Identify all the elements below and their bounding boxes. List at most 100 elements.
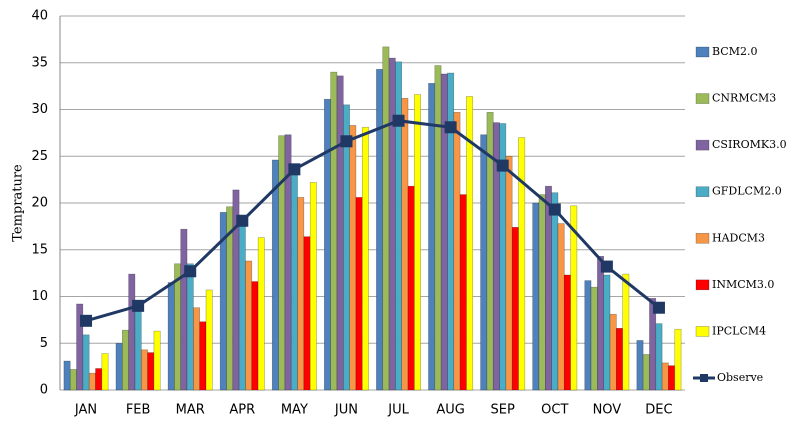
bar (505, 155, 513, 391)
bar (563, 274, 571, 391)
bar (95, 368, 103, 391)
bar (466, 96, 474, 391)
bar (82, 334, 90, 391)
bar (616, 327, 623, 391)
bar (428, 83, 436, 391)
bar (584, 280, 592, 391)
bar (395, 61, 403, 391)
line-marker (444, 121, 457, 134)
bar (115, 342, 123, 391)
y-tick-label: 35 (31, 55, 48, 70)
bar (622, 273, 630, 391)
bar (147, 352, 155, 391)
bar (336, 75, 344, 391)
bar (271, 159, 279, 391)
bar (330, 71, 338, 391)
bar (590, 286, 598, 391)
x-tick-label: AUG (436, 403, 464, 418)
bar (238, 218, 246, 391)
line (85, 119, 660, 323)
bar (597, 255, 605, 391)
bar (63, 360, 71, 391)
bar (69, 369, 77, 391)
legend-label: Observe (717, 371, 763, 384)
bar (205, 289, 213, 391)
x-tick-label: APR (229, 403, 255, 418)
bar (324, 98, 331, 391)
x-tick-label: MAY (281, 403, 308, 418)
bar (674, 328, 682, 391)
bar (603, 274, 611, 391)
bar (309, 182, 317, 391)
line-marker (80, 314, 93, 327)
bar (609, 313, 617, 391)
bar (414, 94, 421, 391)
y-tick-label: 10 (31, 289, 48, 304)
bar (167, 282, 175, 391)
bar (570, 205, 578, 391)
legend-swatch (695, 139, 710, 151)
bar (388, 57, 396, 391)
bar (642, 354, 650, 391)
bar (459, 194, 467, 391)
legend-swatch (695, 93, 710, 104)
bar (290, 169, 298, 391)
x-tick-label: FEB (126, 403, 151, 418)
bar (486, 112, 494, 391)
bar (551, 192, 559, 391)
bar (538, 194, 546, 391)
bar (140, 349, 148, 391)
bar (661, 362, 669, 391)
bar (245, 260, 253, 391)
y-tick-label: 40 (31, 9, 48, 24)
bar (101, 353, 109, 391)
bar (193, 307, 200, 391)
line-marker (548, 203, 561, 216)
bar (355, 197, 363, 391)
bar (655, 323, 663, 391)
x-tick-label: JUL (387, 403, 409, 418)
line-marker (184, 265, 197, 278)
legend-label: CNRMCM3 (712, 92, 776, 105)
x-tick-label: MAR (176, 403, 205, 418)
legend-swatch (695, 186, 710, 198)
x-tick-label: NOV (593, 403, 622, 418)
line-marker (288, 163, 301, 176)
bar (153, 330, 161, 391)
legend-swatch (695, 232, 710, 244)
bar (545, 185, 552, 391)
bar (636, 340, 644, 391)
x-tick-label: OCT (541, 403, 568, 418)
line-marker (496, 159, 509, 172)
bar (186, 263, 194, 391)
line-marker (652, 301, 665, 314)
bar (376, 68, 384, 391)
legend-label: BCM2.0 (712, 45, 757, 58)
line-marker (132, 299, 145, 312)
bar (349, 125, 357, 391)
bar (134, 305, 142, 391)
y-tick-label: 5 (40, 336, 48, 351)
bar (257, 237, 265, 391)
bar (434, 65, 442, 391)
x-tick-label: SEP (491, 403, 515, 418)
x-tick-label: JUN (334, 403, 358, 418)
line-marker (340, 135, 353, 148)
legend-swatch (700, 374, 708, 382)
bar (232, 189, 240, 391)
bar (401, 97, 409, 391)
y-tick-label: 20 (31, 196, 48, 211)
bar (342, 104, 350, 391)
bar (128, 273, 136, 391)
bar (297, 197, 305, 391)
y-tick-label: 30 (31, 102, 48, 117)
bar (668, 365, 676, 391)
legend-label: INMCM3.0 (712, 278, 774, 291)
bar (557, 223, 565, 391)
bar (180, 228, 188, 391)
legend-swatch (695, 279, 710, 291)
x-tick-label: DEC (645, 403, 672, 418)
legend-label: IPCLCM4 (712, 324, 766, 337)
